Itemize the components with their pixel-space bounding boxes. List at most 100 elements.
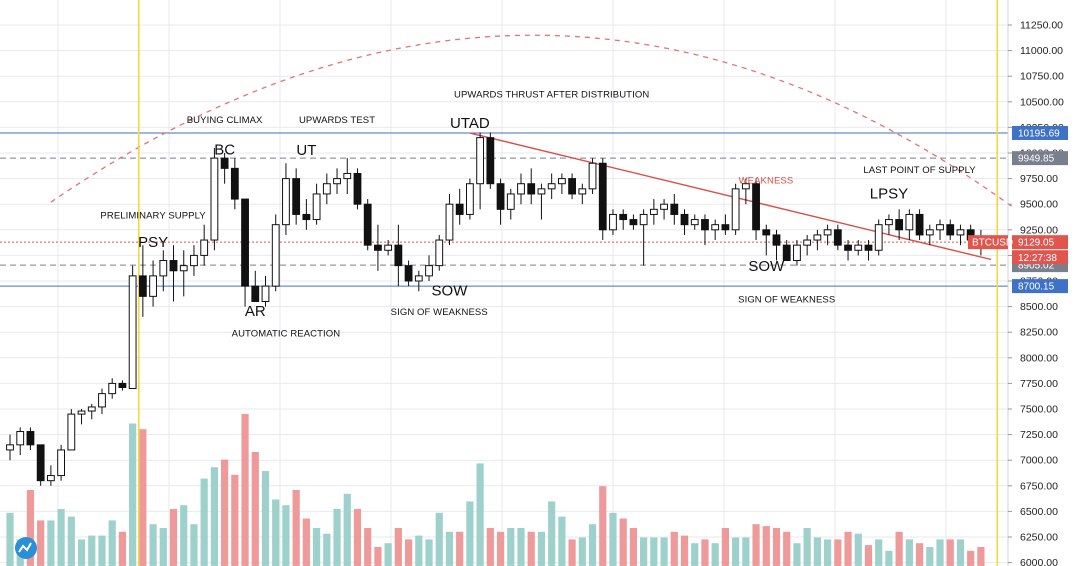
- candle-body: [200, 239, 209, 256]
- candle: [87, 403, 96, 420]
- volume-bar: [752, 524, 760, 566]
- candle-body: [925, 229, 934, 236]
- axis-tick-label: 8500.00: [1020, 301, 1058, 313]
- candle: [731, 183, 740, 235]
- axis-tick-label: 6000.00: [1020, 557, 1058, 566]
- volume-bar: [527, 531, 535, 566]
- candle: [762, 224, 771, 256]
- volume-bar: [210, 467, 218, 566]
- annotation-label: AR: [245, 303, 266, 320]
- candlesticks: [6, 132, 985, 486]
- volume-bar: [905, 539, 913, 566]
- volume-bar: [57, 509, 65, 566]
- candle: [190, 245, 198, 276]
- candle: [302, 199, 311, 230]
- candle: [639, 209, 648, 266]
- candle: [874, 219, 883, 256]
- candle-body: [384, 244, 393, 251]
- candle: [844, 240, 852, 261]
- candle: [118, 380, 127, 391]
- candle: [517, 173, 525, 205]
- candle: [292, 168, 301, 225]
- candle-body: [527, 183, 536, 195]
- volume-bar: [221, 459, 229, 566]
- candle: [353, 168, 362, 210]
- candle-body: [496, 183, 505, 210]
- volume-bar: [200, 478, 208, 566]
- candle-body: [905, 213, 914, 231]
- candle: [946, 219, 955, 241]
- volume-bar: [486, 528, 494, 566]
- volume-bar: [803, 528, 811, 566]
- volume-bar: [824, 539, 832, 566]
- candle: [568, 173, 577, 200]
- candle-body: [466, 183, 474, 215]
- candle: [261, 275, 270, 307]
- volume-bar: [680, 535, 689, 566]
- volume-bar: [650, 537, 658, 566]
- candle-body: [77, 410, 86, 415]
- volume-bar: [169, 509, 178, 566]
- candle-body: [169, 260, 178, 272]
- candle-body: [956, 229, 965, 236]
- distribution-arc: [50, 34, 1012, 207]
- candle: [956, 224, 965, 246]
- candle: [46, 465, 55, 486]
- volume-bar: [537, 531, 546, 566]
- candle: [374, 224, 382, 271]
- volume-bar: [129, 423, 137, 566]
- volume-bar: [272, 499, 280, 566]
- candle: [895, 209, 904, 241]
- volume-bar: [415, 535, 423, 566]
- volume-bar: [844, 531, 852, 566]
- candle-body: [680, 213, 689, 226]
- volume-bar: [384, 543, 392, 566]
- volume-bar: [721, 528, 729, 566]
- volume-bar: [292, 490, 300, 566]
- volume-bar: [323, 533, 331, 566]
- candle-body: [271, 224, 280, 287]
- annotation-caption: SIGN OF WEAKNESS: [391, 307, 488, 318]
- candle-body: [87, 406, 96, 412]
- candle-body: [864, 244, 873, 251]
- candle: [230, 158, 239, 210]
- candle-body: [282, 178, 290, 226]
- candle: [343, 158, 352, 194]
- volume-bar: [578, 537, 586, 566]
- candle: [854, 240, 863, 256]
- price-axis[interactable]: 11250.0011000.0010750.0010500.0010250.00…: [968, 0, 1068, 566]
- axis-tick-label: 6750.00: [1020, 480, 1058, 492]
- volume-bar: [77, 539, 86, 566]
- volume-bar: [456, 531, 464, 566]
- price-level-tag: [1012, 125, 1068, 140]
- candle: [169, 245, 178, 302]
- volume-bar: [67, 516, 75, 566]
- candle: [752, 178, 760, 241]
- volume-bar: [588, 524, 597, 566]
- candle-body: [363, 203, 372, 246]
- candle-body: [230, 167, 239, 200]
- axis-tick-label: 8250.00: [1020, 327, 1058, 339]
- countdown-tag: [1012, 250, 1068, 265]
- candle-body: [782, 244, 791, 262]
- candle: [813, 229, 822, 251]
- candle: [251, 270, 260, 302]
- candle: [384, 240, 393, 256]
- candle-body: [312, 193, 321, 221]
- candle: [77, 409, 86, 425]
- candle: [885, 214, 893, 235]
- candle: [527, 168, 536, 205]
- axis-tick-label: 10500.00: [1020, 96, 1064, 108]
- volume-bar: [333, 509, 341, 566]
- candle: [793, 240, 801, 266]
- candle: [312, 183, 321, 225]
- candle-body: [547, 183, 556, 190]
- axis-tick-label: 7000.00: [1020, 455, 1058, 467]
- candle-body: [445, 203, 454, 241]
- annotation-label: PSY: [138, 234, 168, 251]
- volume-bar: [374, 547, 382, 566]
- tradingview-logo[interactable]: [15, 537, 37, 559]
- volume-bar: [425, 539, 433, 566]
- candle: [36, 444, 45, 486]
